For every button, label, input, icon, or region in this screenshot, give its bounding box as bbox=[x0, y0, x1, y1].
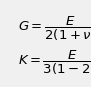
Text: $\mathit{K} = \dfrac{\mathit{E}}{\mathit{3(1-2\nu)}}$: $\mathit{K} = \dfrac{\mathit{E}}{\mathit… bbox=[18, 49, 91, 77]
Text: $\mathit{G} = \dfrac{\mathit{E}}{\mathit{2(1+\nu)}}$: $\mathit{G} = \dfrac{\mathit{E}}{\mathit… bbox=[18, 15, 91, 43]
